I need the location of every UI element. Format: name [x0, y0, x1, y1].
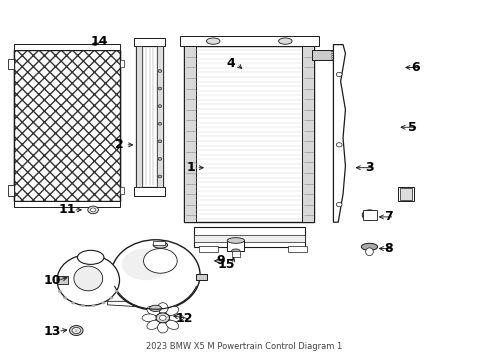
Bar [398, 187, 413, 201]
Ellipse shape [165, 320, 178, 329]
Bar [14, 50, 119, 201]
Ellipse shape [57, 255, 119, 306]
Ellipse shape [143, 248, 177, 273]
Polygon shape [333, 45, 345, 222]
Ellipse shape [231, 249, 240, 253]
Ellipse shape [142, 314, 156, 322]
Text: 15: 15 [217, 258, 235, 271]
Ellipse shape [336, 72, 342, 77]
Text: 3: 3 [365, 161, 373, 174]
Text: 2023 BMW X5 M Powertrain Control Diagram 1: 2023 BMW X5 M Powertrain Control Diagram… [146, 342, 342, 351]
Bar [199, 246, 218, 252]
Ellipse shape [169, 314, 183, 322]
Text: 6: 6 [410, 61, 419, 74]
Ellipse shape [158, 122, 162, 125]
Ellipse shape [71, 302, 75, 304]
Text: 8: 8 [384, 242, 392, 255]
Ellipse shape [111, 240, 200, 310]
Ellipse shape [158, 175, 162, 178]
Ellipse shape [63, 297, 67, 300]
Text: 1: 1 [186, 161, 195, 174]
Bar [153, 241, 165, 245]
Text: 4: 4 [226, 58, 235, 71]
Bar [14, 50, 119, 201]
Text: 13: 13 [43, 325, 61, 338]
Ellipse shape [156, 313, 169, 323]
Ellipse shape [165, 306, 178, 315]
Bar [227, 240, 244, 251]
Bar [7, 59, 14, 69]
Ellipse shape [158, 105, 162, 108]
Ellipse shape [115, 290, 119, 293]
Bar [196, 274, 206, 280]
Ellipse shape [58, 290, 61, 293]
Bar [194, 235, 304, 242]
Ellipse shape [336, 203, 342, 207]
Ellipse shape [365, 248, 372, 256]
Ellipse shape [91, 304, 95, 307]
Bar [179, 36, 318, 46]
Ellipse shape [362, 210, 376, 220]
Bar [311, 50, 333, 60]
Text: 12: 12 [175, 312, 193, 325]
Ellipse shape [158, 140, 162, 143]
Bar [194, 228, 304, 247]
Ellipse shape [149, 305, 161, 311]
Polygon shape [107, 296, 136, 307]
Bar [231, 251, 239, 257]
Text: 2: 2 [115, 138, 123, 151]
Ellipse shape [365, 212, 372, 218]
Ellipse shape [109, 297, 113, 300]
Text: 14: 14 [90, 35, 108, 48]
Bar [119, 60, 124, 67]
Bar [14, 50, 119, 201]
Ellipse shape [153, 242, 167, 248]
Text: 10: 10 [43, 274, 61, 287]
Bar [7, 185, 14, 196]
Bar [57, 276, 67, 284]
Ellipse shape [158, 87, 162, 90]
Bar [119, 187, 124, 194]
Text: 11: 11 [59, 203, 76, 216]
Bar [134, 37, 165, 46]
Ellipse shape [74, 266, 102, 291]
Bar [134, 187, 165, 196]
Bar [184, 46, 196, 222]
Text: 5: 5 [407, 121, 416, 134]
Bar [184, 46, 314, 222]
Ellipse shape [158, 157, 162, 160]
Text: 7: 7 [384, 211, 392, 224]
Ellipse shape [77, 250, 103, 264]
Bar [302, 46, 314, 222]
Ellipse shape [158, 69, 162, 72]
Ellipse shape [88, 206, 98, 214]
Bar [363, 210, 376, 220]
Bar [287, 246, 306, 252]
Ellipse shape [336, 143, 342, 147]
Ellipse shape [69, 325, 83, 336]
Ellipse shape [206, 38, 220, 44]
Ellipse shape [361, 243, 377, 250]
Ellipse shape [147, 306, 159, 315]
Text: 9: 9 [216, 255, 224, 267]
Ellipse shape [122, 248, 170, 280]
Bar [399, 188, 411, 200]
Bar [14, 44, 119, 50]
Ellipse shape [157, 303, 168, 313]
Bar [14, 201, 119, 207]
Ellipse shape [159, 315, 166, 320]
Ellipse shape [72, 327, 81, 334]
Ellipse shape [157, 323, 168, 333]
Ellipse shape [102, 302, 105, 304]
Ellipse shape [227, 238, 244, 243]
Bar [157, 46, 163, 187]
Bar [136, 46, 142, 187]
Ellipse shape [147, 320, 159, 329]
Ellipse shape [90, 208, 96, 212]
Ellipse shape [81, 304, 85, 307]
Ellipse shape [278, 38, 291, 44]
Bar [136, 46, 163, 187]
